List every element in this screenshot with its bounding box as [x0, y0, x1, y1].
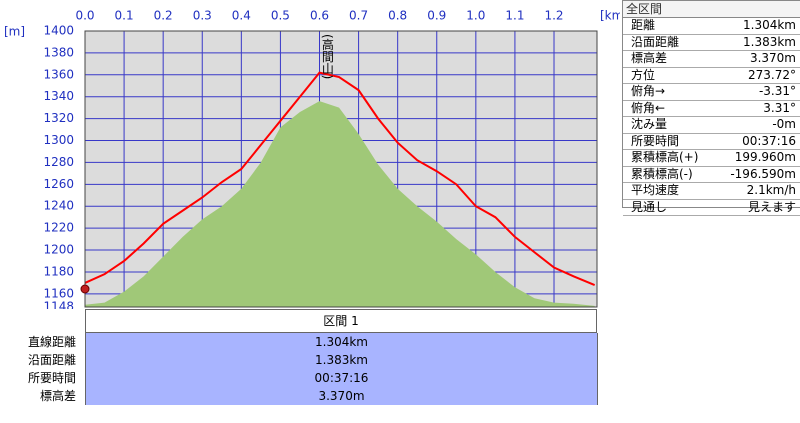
- row-label: 累積標高(-): [631, 166, 693, 181]
- row-label: 所要時間: [27, 371, 76, 385]
- row-value: -3.31°: [758, 84, 796, 98]
- section-table: 区間 1 直線距離 1.304km 沿面距離 1.383km 所要時間 00:37:16 標…: [0, 309, 598, 405]
- row-value: 3.370m: [749, 51, 796, 65]
- row-label: 方位: [631, 67, 656, 82]
- row-value: 3.31°: [763, 100, 796, 115]
- x-tick-label: 0.1: [115, 9, 134, 23]
- y-tick-label: 1320: [43, 111, 74, 125]
- row-label: 沈み量: [631, 117, 668, 131]
- table-row: 標高差 3.370m: [0, 387, 598, 405]
- panel-row: 累積標高(+) 199.960m: [623, 150, 800, 167]
- start-marker: [80, 284, 90, 294]
- y-tick-label: 1340: [43, 89, 74, 103]
- row-value: 1.304km: [743, 18, 796, 32]
- row-label: 見通し: [631, 199, 668, 214]
- terrain-area: [85, 101, 595, 307]
- row-label: 標高差: [39, 389, 76, 403]
- row-value: 2.1km/h: [746, 183, 796, 197]
- table-row: 沿面距離 1.383km: [0, 351, 598, 369]
- y-tick-label: 1148: [43, 300, 74, 310]
- x-tick-label: 0.2: [154, 9, 173, 23]
- panel-row: 見通し 見えます: [623, 199, 800, 216]
- x-tick-label: 1.2: [544, 9, 563, 23]
- row-label: 俯角→: [631, 84, 666, 98]
- x-tick-label: 0.8: [388, 9, 407, 23]
- row-label: 俯角←: [631, 100, 666, 115]
- x-tick-label: 1.0: [466, 9, 485, 23]
- row-label: 平均速度: [631, 183, 680, 197]
- panel-row: 累積標高(-) -196.590m: [623, 166, 800, 183]
- peak-annotation: (高間山): [320, 34, 335, 80]
- row-value: 1.304km: [85, 333, 598, 351]
- row-value: 1.383km: [743, 34, 796, 49]
- y-tick-label: 1260: [43, 177, 74, 191]
- panel-row: 平均速度 2.1km/h: [623, 183, 800, 200]
- row-value: 00:37:16: [742, 133, 796, 148]
- y-tick-label: 1380: [43, 45, 74, 59]
- y-unit: [m]: [4, 25, 25, 39]
- panel-row: 俯角← 3.31°: [623, 100, 800, 117]
- row-value: -0m: [772, 117, 796, 131]
- row-label: 沿面距離: [631, 34, 680, 49]
- y-tick-label: 1180: [43, 264, 74, 278]
- row-value: 見えます: [747, 199, 796, 214]
- panel-row: 方位 273.72°: [623, 67, 800, 84]
- x-tick-label: 0.9: [427, 9, 446, 23]
- summary-panel: 全区間 距離 1.304km 沿面距離 1.383km 標高差 3.370m 方位 273.7…: [622, 0, 800, 216]
- row-label: 距離: [631, 18, 656, 32]
- y-tick-label: 1220: [43, 221, 74, 235]
- x-tick-label: 0.6: [310, 9, 329, 23]
- panel-row: 沈み量 -0m: [623, 117, 800, 134]
- y-tick-label: 1200: [43, 243, 74, 257]
- plot-border: [84, 30, 598, 308]
- x-tick-label: 0.3: [193, 9, 212, 23]
- x-tick-label: 0.4: [232, 9, 251, 23]
- x-unit: [km]: [600, 9, 620, 23]
- x-tick-label: 0.0: [75, 9, 94, 23]
- x-tick-label: 1.1: [505, 9, 524, 23]
- row-value: 1.383km: [85, 351, 598, 369]
- x-tick-label: 0.7: [349, 9, 368, 23]
- row-label: 所要時間: [631, 133, 680, 148]
- y-tick-label: 1400: [43, 24, 74, 38]
- y-tick-label: 1300: [43, 133, 74, 147]
- x-tick-label: 0.5: [271, 9, 290, 23]
- section-header: 区間 1: [85, 309, 597, 333]
- y-tick-label: 1280: [43, 155, 74, 169]
- row-value: 00:37:16: [85, 369, 598, 387]
- panel-row: 俯角→ -3.31°: [623, 84, 800, 101]
- table-row: 直線距離 1.304km: [0, 333, 598, 351]
- y-tick-label: 1160: [43, 286, 74, 300]
- panel-row: 距離 1.304km: [623, 18, 800, 35]
- panel-title: 全区間: [623, 1, 800, 18]
- panel-row: 標高差 3.370m: [623, 51, 800, 68]
- row-label: 標高差: [631, 51, 668, 65]
- row-label: 累積標高(+): [631, 150, 699, 164]
- row-label: 沿面距離: [27, 353, 76, 367]
- table-row: 所要時間 00:37:16: [0, 369, 598, 387]
- row-value: 3.370m: [85, 387, 598, 405]
- row-value: 273.72°: [748, 67, 796, 82]
- row-value: -196.590m: [730, 166, 796, 181]
- panel-row: 所要時間 00:37:16: [623, 133, 800, 150]
- y-tick-label: 1360: [43, 67, 74, 81]
- y-tick-label: 1240: [43, 199, 74, 213]
- row-value: 199.960m: [734, 150, 796, 164]
- elevation-line: [84, 71, 596, 287]
- panel-row: 沿面距離 1.383km: [623, 34, 800, 51]
- row-label: 直線距離: [27, 335, 76, 349]
